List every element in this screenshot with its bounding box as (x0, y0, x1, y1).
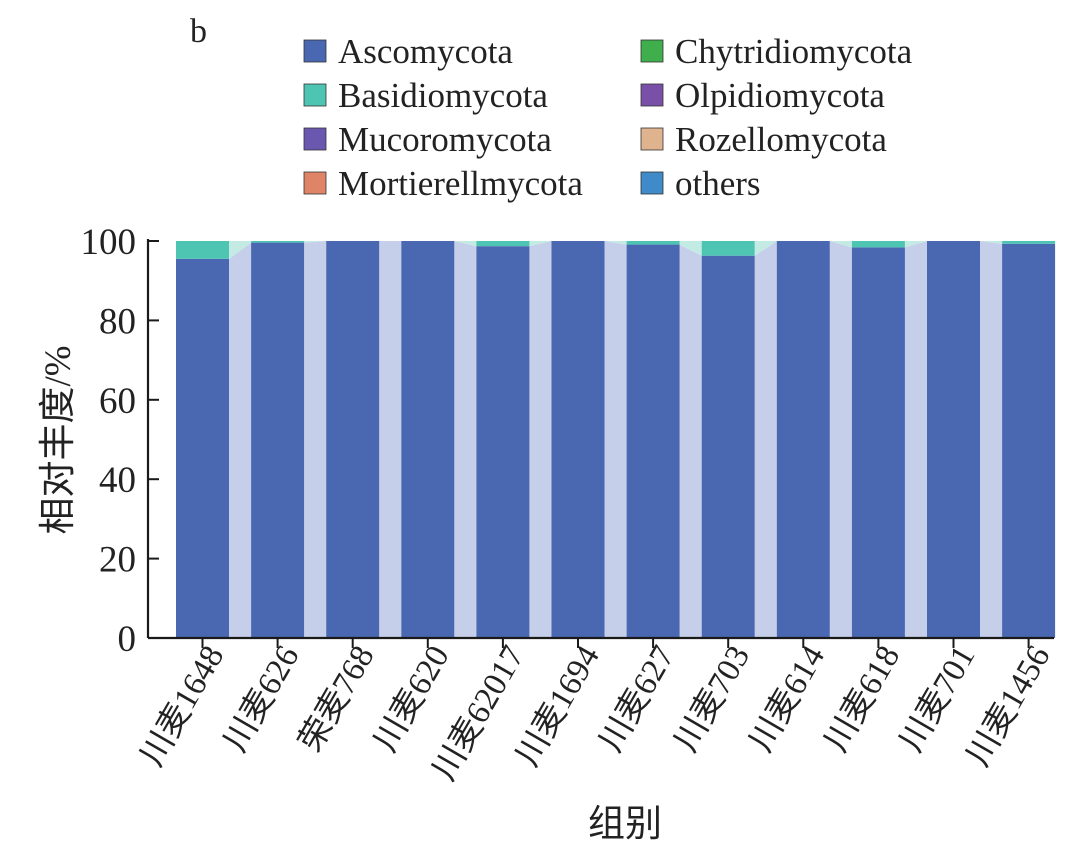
link-band (980, 241, 1003, 638)
bar-segment (326, 241, 380, 638)
legend-swatch (303, 127, 327, 151)
link-band (304, 241, 327, 638)
bar-segment (701, 255, 755, 638)
y-tick-label: 0 (118, 619, 137, 660)
x-axis-title: 组别 (588, 804, 662, 845)
legend-label: Mucoromycota (338, 120, 552, 159)
x-tick-label: 川麦1648 (133, 640, 231, 773)
link-band-top (980, 241, 1003, 244)
y-tick-label: 100 (81, 222, 137, 263)
link-band-top (304, 241, 327, 243)
link-band (229, 242, 252, 638)
legend-swatch (640, 171, 664, 195)
link-band (829, 241, 852, 638)
legend-label: Olpidiomycota (675, 76, 885, 115)
legend-label: Basidiomycota (338, 76, 548, 115)
link-band-top (679, 241, 702, 256)
link-band-top (604, 241, 627, 245)
bar-segment (176, 241, 229, 259)
panel-label: b (190, 13, 207, 50)
link-band-top (454, 241, 477, 247)
y-axis-title: 相对丰度/% (37, 345, 79, 534)
y-tick-label: 40 (99, 460, 136, 501)
legend-swatch (303, 83, 327, 107)
bar-segment (251, 242, 305, 638)
legend-swatch (640, 83, 664, 107)
link-band-top (529, 241, 552, 247)
y-tick-label: 80 (99, 301, 136, 342)
bar-segment (1002, 241, 1056, 244)
link-band (604, 241, 627, 638)
link-band-top (904, 241, 927, 248)
bar-segment (626, 244, 680, 638)
legend-label: Chytridiomycota (675, 32, 913, 71)
legend-swatch (303, 171, 327, 195)
bar-segment (776, 241, 830, 638)
legend-label: Rozellomycota (675, 120, 887, 159)
link-band-top (829, 241, 852, 248)
bars (176, 241, 1056, 639)
link-band (379, 241, 402, 638)
legend-swatch (640, 127, 664, 151)
link-band (754, 241, 777, 638)
legend: Ascomycota Chytridiomycota Basidiomycota Ol… (303, 32, 913, 203)
bar-segment (476, 246, 530, 638)
bar-segment (251, 241, 305, 243)
link-band-top (754, 241, 777, 256)
bar-segment (851, 247, 905, 639)
bar-segment (476, 241, 530, 247)
link-band (679, 244, 702, 638)
link-band (454, 241, 477, 638)
link-bands (229, 241, 1003, 638)
link-band-top (229, 241, 252, 259)
legend-swatch (640, 39, 664, 63)
legend-label: Mortierellmycota (338, 164, 583, 203)
bar-segment (927, 241, 980, 638)
y-tick-label: 20 (99, 540, 136, 581)
legend-label: Ascomycota (338, 32, 513, 71)
bar-segment (1002, 243, 1056, 639)
link-band (529, 241, 552, 638)
bar-segment (701, 241, 755, 256)
bar-segment (176, 258, 229, 638)
bar-segment (401, 241, 455, 638)
bar-segment (626, 241, 680, 245)
y-tick-label: 60 (99, 381, 136, 422)
legend-label: others (675, 164, 761, 203)
link-band (904, 241, 927, 638)
bar-segment (851, 241, 905, 248)
bar-segment (551, 241, 605, 638)
legend-swatch (303, 39, 327, 63)
